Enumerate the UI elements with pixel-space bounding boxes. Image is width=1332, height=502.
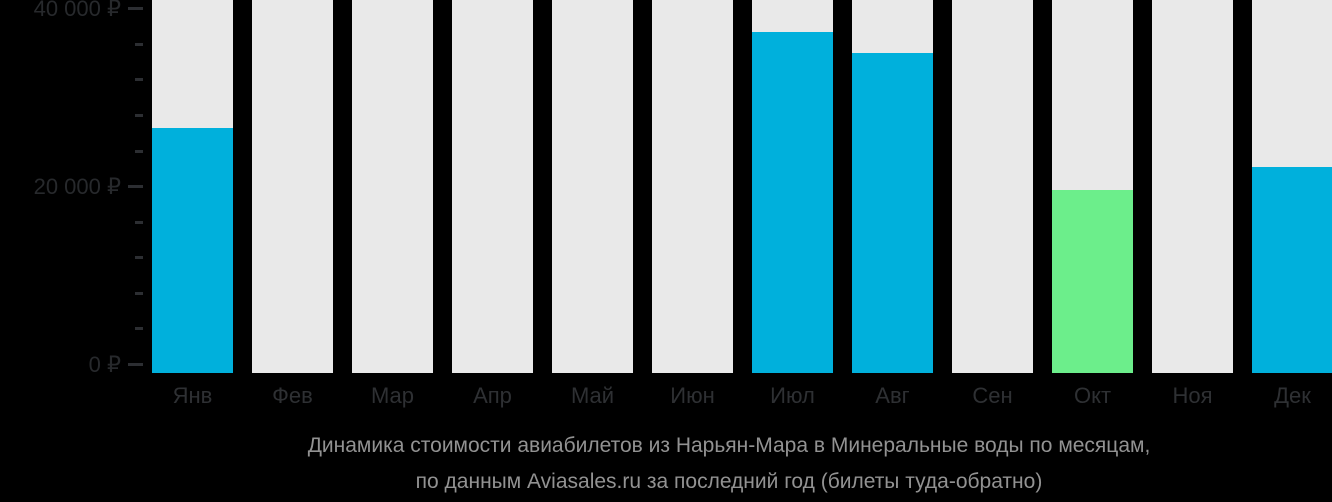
y-axis-label: 20 000 ₽ bbox=[33, 174, 121, 199]
month-column-Апр bbox=[452, 0, 533, 373]
y-minor-tick bbox=[135, 150, 143, 153]
month-column-Сен bbox=[952, 0, 1033, 373]
month-label-Дек: Дек bbox=[1274, 383, 1311, 408]
y-axis-label: 0 ₽ bbox=[88, 352, 121, 377]
month-column-Фев bbox=[252, 0, 333, 373]
price-bar-Авг bbox=[852, 53, 933, 373]
month-label-Сен: Сен bbox=[972, 383, 1013, 408]
y-minor-tick bbox=[135, 292, 143, 295]
month-column-Ноя bbox=[1152, 0, 1233, 373]
y-major-tick bbox=[128, 7, 143, 10]
y-axis-label: 40 000 ₽ bbox=[33, 0, 121, 21]
month-label-Июн: Июн bbox=[670, 383, 715, 408]
price-bar-Окт bbox=[1052, 190, 1133, 373]
month-label-Авг: Авг bbox=[875, 383, 910, 408]
y-minor-tick bbox=[135, 114, 143, 117]
y-minor-tick bbox=[135, 256, 143, 259]
month-label-Янв: Янв bbox=[172, 383, 213, 408]
chart-caption: Динамика стоимости авиабилетов из Нарьян… bbox=[126, 432, 1332, 495]
y-minor-tick bbox=[135, 221, 143, 224]
month-label-Мар: Мар bbox=[370, 383, 415, 408]
y-minor-tick bbox=[135, 43, 143, 46]
month-label-Ноя: Ноя bbox=[1172, 383, 1213, 408]
y-major-tick bbox=[128, 363, 143, 366]
price-bar-Дек bbox=[1252, 167, 1332, 373]
price-bar-Июл bbox=[752, 32, 833, 373]
month-column-Май bbox=[552, 0, 633, 373]
y-major-tick bbox=[128, 185, 143, 188]
month-label-Июл: Июл bbox=[770, 383, 815, 408]
caption-subtitle: по данным Aviasales.ru за последний год … bbox=[415, 470, 1043, 493]
caption-title: Динамика стоимости авиабилетов из Нарьян… bbox=[307, 434, 1151, 457]
y-minor-tick bbox=[135, 327, 143, 330]
month-column-Мар bbox=[352, 0, 433, 373]
month-label-Апр: Апр bbox=[473, 383, 512, 408]
y-minor-tick bbox=[135, 78, 143, 81]
price-bar-Янв bbox=[152, 128, 233, 373]
month-column-Июн bbox=[652, 0, 733, 373]
month-label-Май: Май bbox=[570, 383, 615, 408]
month-label-Окт: Окт bbox=[1073, 383, 1112, 408]
month-label-Фев: Фев bbox=[272, 383, 313, 408]
